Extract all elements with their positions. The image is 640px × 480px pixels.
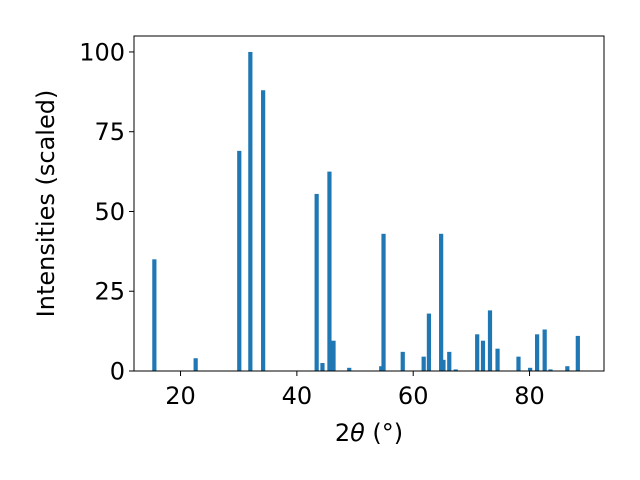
y-tick-label: 100 <box>79 38 125 66</box>
bar <box>516 356 521 371</box>
bar <box>320 363 325 371</box>
y-tick-label: 25 <box>94 278 125 306</box>
bar <box>400 351 405 371</box>
x-tick-label: 20 <box>165 382 196 410</box>
x-axis-label-main: 2 <box>335 419 350 447</box>
bar <box>480 340 486 371</box>
x-tick-label: 60 <box>398 382 429 410</box>
bar <box>575 335 580 371</box>
y-axis-ticks: 0 25 50 75 100 <box>79 38 134 386</box>
bar <box>237 150 242 371</box>
x-axis-ticks: 20 40 60 80 <box>165 371 545 410</box>
y-tick-label: 0 <box>110 358 125 386</box>
plot-frame <box>133 35 605 372</box>
bar <box>475 334 480 371</box>
bar <box>152 259 157 371</box>
bar <box>487 310 493 371</box>
bar <box>426 313 432 371</box>
bar <box>379 366 384 371</box>
bar <box>528 367 533 371</box>
bar <box>421 356 426 371</box>
bar <box>548 369 553 371</box>
bar <box>193 358 198 371</box>
y-tick-label: 75 <box>94 118 125 146</box>
bar <box>248 51 253 371</box>
y-axis-label: Intensities (scaled) <box>32 90 60 318</box>
bar <box>565 366 570 371</box>
bar <box>261 90 266 372</box>
bar <box>347 367 352 371</box>
bar <box>441 359 446 371</box>
x-axis-label: 2θ (°) <box>335 419 403 447</box>
x-axis-label-theta: θ <box>350 419 365 447</box>
bar <box>381 233 386 371</box>
bar <box>331 340 336 371</box>
bars-group <box>152 51 580 372</box>
bar <box>495 348 500 371</box>
bar <box>453 369 458 371</box>
bar <box>542 329 547 371</box>
x-axis-label-unit: (°) <box>365 419 403 447</box>
bar <box>535 334 540 371</box>
x-tick-label: 40 <box>282 382 313 410</box>
x-tick-label: 80 <box>514 382 545 410</box>
bar <box>314 193 319 371</box>
bar <box>327 171 332 371</box>
bar <box>439 233 444 371</box>
y-tick-label: 50 <box>94 198 125 226</box>
bar <box>447 351 452 371</box>
